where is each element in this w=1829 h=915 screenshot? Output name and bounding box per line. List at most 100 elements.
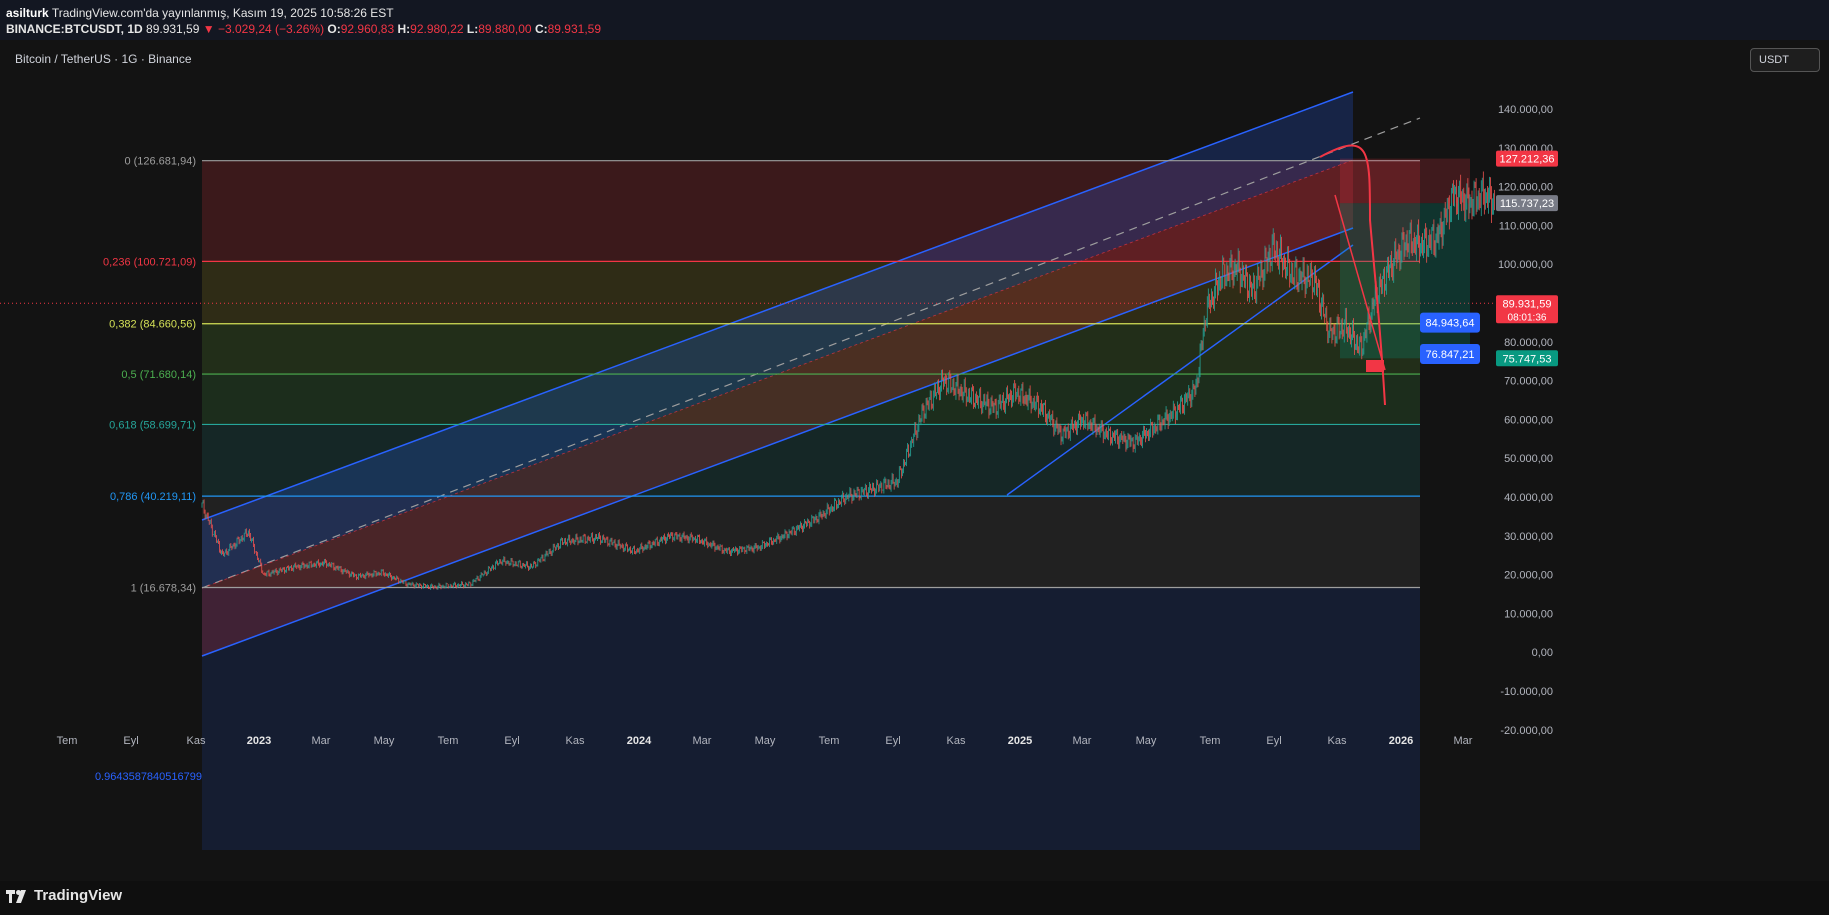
x-tick-label: Tem [438,735,459,747]
price-tag-0 [1496,150,1558,167]
floating-tag-label-0: 84.943,64 [1426,318,1475,330]
y-tick-label: 120.000,00 [1498,182,1553,194]
low-label: L: [466,22,479,36]
x-tick-label: Eyl [504,735,519,747]
fib-zone [202,160,1420,262]
x-tick-label: 2023 [247,735,271,747]
position-stop-zone [1340,158,1470,204]
projection-line [1334,194,1386,371]
y-tick-label: 70.000,00 [1504,376,1553,388]
floating-tag-label-1: 76.847,21 [1426,349,1475,361]
x-tick-label: 2024 [627,735,652,747]
channel-lower-fill [202,160,1353,656]
publish-info: TradingView.com'da yayınlanmış, Kasım 19… [51,6,394,20]
fib-label-5: 0,786 (40.219,11) [110,491,196,503]
x-tick-label: Tem [1200,735,1221,747]
price-tag-label-1: 115.737,23 [1500,198,1554,210]
y-tick-label: 100.000,00 [1498,259,1553,271]
logo-text: TradingView [34,887,123,904]
y-tick-label: -20.000,00 [1500,725,1553,737]
currency-button[interactable]: USDT [1750,48,1820,72]
close-label: C: [534,22,548,36]
x-tick-label: Kas [1328,735,1347,747]
y-tick-label: 40.000,00 [1504,492,1553,504]
projection-curve [1319,144,1386,406]
x-tick-label: 2026 [1389,735,1413,747]
tradingview-logo[interactable]: TradingView [6,887,122,904]
y-tick-label: 140.000,00 [1498,104,1553,116]
high-value: 92.980,22 [410,22,464,36]
x-tick-label: Kas [947,735,966,747]
x-tick-label: Mar [1454,735,1473,747]
price-tag-3 [1496,350,1558,367]
open-value: 92.960,83 [340,22,395,36]
header-bar: asilturk TradingView.com'da yayınlanmış,… [0,0,1829,40]
floating-tag-0 [1420,312,1480,333]
publish-line: asilturk TradingView.com'da yayınlanmış,… [6,6,394,20]
y-tick-label: 50.000,00 [1504,453,1553,465]
price-tag-label-0: 127.212,36 [1499,154,1554,166]
fib-zone [202,496,1420,588]
x-tick-label: May [1136,735,1157,747]
y-tick-label: 0,00 [1532,647,1553,659]
x-tick-label: Mar [1073,735,1092,747]
y-tick-label: 110.000,00 [1499,220,1553,232]
y-tick-label: 60.000,00 [1504,414,1553,426]
price-axis [1495,40,1829,881]
price-tag-label-3: 75.747,53 [1503,353,1552,365]
close-value: 89.931,59 [547,22,602,36]
x-tick-label: Tem [819,735,840,747]
x-tick-label: Kas [187,735,206,747]
fib-zone [202,323,1420,375]
channel-extension-label: 0.9643587840516799 [95,771,202,783]
fib-zone [202,424,1420,497]
fib-zone-extension [202,587,1420,850]
x-tick-label: Mar [693,735,712,747]
y-tick-label: 80.000,00 [1504,337,1553,349]
x-tick-label: Tem [57,735,78,747]
x-tick-label: May [755,735,776,747]
x-tick-label: Eyl [1266,735,1281,747]
channel-upper-line [201,91,1354,521]
symbol-label: BINANCE:BTCUSDT, 1D [6,22,143,36]
fib-label-2: 0,382 (84.660,56) [109,319,196,331]
price-change: −3.029,24 (−3.26%) [217,22,325,36]
symbol-title: Bitcoin / TetherUS · 1G · Binance [15,52,192,66]
channel-lower-line [201,227,1354,657]
tradingview-logo-icon [6,889,26,903]
author-name[interactable]: asilturk [6,6,49,20]
footer-bar [0,881,1829,915]
ohlc-line: BINANCE:BTCUSDT, 1D 89.931,59 ▼ −3.029,2… [6,22,601,36]
fib-zone [202,261,1420,324]
y-tick-label: 30.000,00 [1504,531,1553,543]
price-tag-countdown: 08:01:36 [1508,312,1547,323]
price-tag-label-2: 89.931,59 [1503,298,1552,310]
x-tick-label: 2025 [1008,735,1032,747]
projection-marker [1366,360,1384,372]
price-tag-1 [1496,195,1558,212]
y-tick-label: -10.000,00 [1500,686,1553,698]
channel-median-line [201,117,1421,589]
y-tick-label: 20.000,00 [1504,570,1553,582]
x-tick-label: Eyl [123,735,138,747]
high-label: H: [397,22,411,36]
price-tag-2 [1496,295,1558,324]
fib-label-6: 1 (16.678,34) [131,582,196,594]
low-value: 89.880,00 [478,22,532,36]
x-tick-label: Kas [566,735,585,747]
open-label: O: [327,22,341,36]
channel-upper-fill [202,92,1353,588]
fib-label-4: 0,618 (58.699,71) [109,419,196,431]
x-tick-label: Eyl [885,735,900,747]
support-trendline [1006,244,1354,496]
x-tick-label: May [374,735,395,747]
y-tick-label: 10.000,00 [1504,608,1553,620]
floating-tag-1 [1420,344,1480,365]
fib-label-0: 0 (126.681,94) [124,156,196,168]
fib-zone [202,374,1420,425]
fib-label-1: 0,236 (100.721,09) [103,256,196,268]
down-arrow-icon: ▼ [202,22,215,36]
last-price: 89.931,59 [146,22,200,36]
x-tick-label: Mar [312,735,331,747]
